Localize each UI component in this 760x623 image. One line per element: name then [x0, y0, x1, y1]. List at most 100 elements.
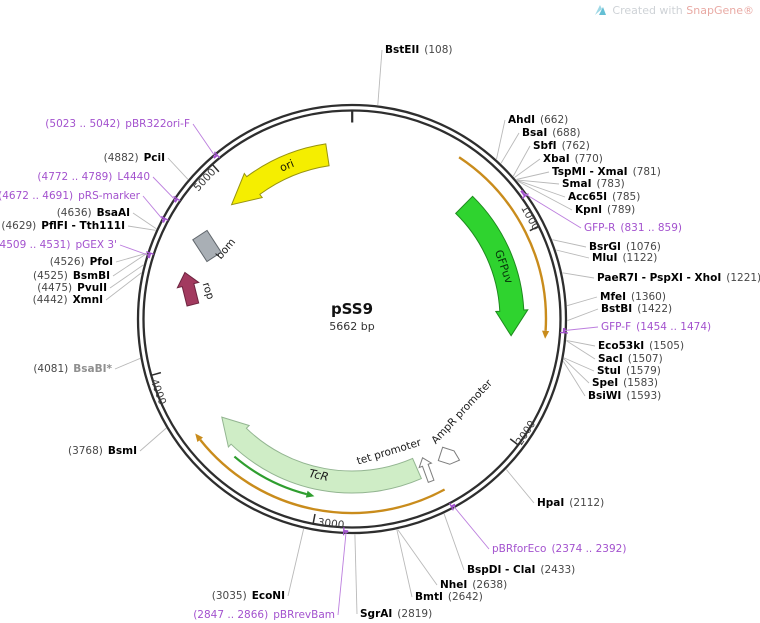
site-label-pfoi[interactable]: (4526) PfoI	[50, 256, 113, 268]
site-position: (1422)	[637, 303, 673, 315]
feature-label-ampr-promoter: AmpR promoter	[429, 377, 495, 447]
site-label-bspdi-clai[interactable]: BspDI - ClaI (2433)	[467, 564, 575, 576]
ruler-tick-label: 2000	[514, 419, 539, 448]
primer-mark-end-pgex-3	[145, 251, 155, 255]
site-label-bsaai[interactable]: (4636) BsaAI	[57, 207, 130, 219]
site-leader-pvuii	[109, 264, 144, 289]
site-position: (5023 .. 5042)	[45, 118, 121, 130]
site-label-xbai[interactable]: XbaI (770)	[543, 153, 603, 165]
site-label-pgex-3[interactable]: (4509 .. 4531) pGEX 3'	[0, 239, 117, 251]
site-label-bsiwi[interactable]: BsiWI (1593)	[588, 390, 661, 402]
site-label-pvuii[interactable]: (4475) PvuII	[37, 282, 107, 294]
site-name: PflFI - Tth111I	[41, 220, 125, 232]
site-label-saci[interactable]: SacI (1507)	[598, 353, 663, 365]
site-label-pcii[interactable]: (4882) PciI	[104, 152, 165, 164]
site-name: pBRforEco	[492, 543, 547, 555]
site-label-econi[interactable]: (3035) EcoNI	[212, 590, 285, 602]
feature-tet-promoter[interactable]	[416, 456, 437, 484]
transcript-arrowhead-right	[542, 330, 550, 339]
site-label-bstbi[interactable]: BstBI (1422)	[601, 303, 672, 315]
site-name: Acc65I	[568, 191, 608, 203]
site-position: (4509 .. 4531)	[0, 239, 71, 251]
site-name: BsaI	[522, 127, 548, 139]
site-position: (785)	[612, 191, 641, 203]
feature-rop[interactable]	[174, 270, 203, 307]
site-label-kpni[interactable]: KpnI (789)	[575, 204, 635, 216]
plasmid-size: 5662 bp	[329, 320, 375, 333]
site-label-pbr322ori-f[interactable]: (5023 .. 5042) pBR322ori-F	[45, 118, 190, 130]
site-name: XmnI	[72, 294, 103, 306]
site-label-mlui[interactable]: MluI (1122)	[592, 252, 657, 264]
site-name: StuI	[597, 365, 621, 377]
site-label-eco53ki[interactable]: Eco53kI (1505)	[598, 340, 684, 352]
primer-mark-end-pbr322ori-f	[214, 151, 221, 159]
feature-label-bom: bom	[214, 236, 238, 262]
feature-gfpuv[interactable]	[454, 195, 529, 337]
site-label-bsteii[interactable]: BstEII (108)	[385, 44, 453, 56]
site-label-mfei[interactable]: MfeI (1360)	[600, 291, 666, 303]
site-label-gfp-r[interactable]: GFP-R (831 .. 859)	[584, 222, 682, 234]
site-label-ahdi[interactable]: AhdI (662)	[508, 114, 568, 126]
site-leader-hpai	[505, 469, 535, 504]
feature-ori[interactable]	[230, 143, 330, 206]
site-label-spei[interactable]: SpeI (1583)	[592, 377, 658, 389]
site-label-pbrforeco[interactable]: pBRforEco (2374 .. 2392)	[492, 543, 626, 555]
site-label-bsai[interactable]: BsaI (688)	[522, 127, 580, 139]
site-name: BsaBI*	[73, 363, 112, 375]
site-label-xmni[interactable]: (4442) XmnI	[33, 294, 103, 306]
site-leader-xbai	[514, 158, 541, 178]
site-name: BsaAI	[96, 207, 130, 219]
primer-leader-gfp-f	[564, 326, 599, 331]
site-label-tspmi-xmai[interactable]: TspMI - XmaI (781)	[552, 166, 661, 178]
primer-mark-end-pbrforeco	[449, 502, 454, 511]
site-label-bsmi[interactable]: (3768) BsmI	[68, 445, 137, 457]
site-label-smai[interactable]: SmaI (783)	[562, 178, 625, 190]
site-label-hpai[interactable]: HpaI (2112)	[537, 497, 604, 509]
site-label-pflfi-tth111i[interactable]: (4629) PflFI - Tth111I	[1, 220, 125, 232]
site-label-paer7i-pspxi-xhoi[interactable]: PaeR7I - PspXI - XhoI (1221)	[597, 272, 760, 284]
site-leader-bsmi	[139, 427, 167, 452]
site-leader-bstbi	[567, 308, 599, 322]
feature-ampr-promoter[interactable]	[437, 446, 461, 466]
site-label-sbfi[interactable]: SbfI (762)	[533, 140, 590, 152]
site-label-bsrgi[interactable]: BsrGI (1076)	[589, 241, 661, 253]
watermark-registered: ®	[743, 4, 754, 17]
primer-mark-end-gfp-f	[560, 331, 569, 334]
site-label-bmti[interactable]: BmtI (2642)	[415, 591, 483, 603]
site-label-pbrrevbam[interactable]: (2847 .. 2866) pBRrevBam	[193, 609, 335, 621]
site-leader-xmni	[105, 272, 142, 301]
feature-tcr[interactable]	[221, 416, 423, 494]
snapgene-watermark[interactable]: Created with SnapGene®	[594, 4, 754, 17]
site-label-bsmbi[interactable]: (4525) BsmBI	[33, 270, 110, 282]
transcript-arc-bottom	[199, 439, 446, 515]
feature-bom[interactable]	[192, 229, 222, 263]
site-leader-ahdi	[496, 119, 506, 160]
primer-mark-pgex-3[interactable]	[147, 252, 152, 259]
site-label-sgrai[interactable]: SgrAI (2819)	[360, 608, 432, 620]
site-name: BstBI	[601, 303, 633, 315]
site-label-gfp-f[interactable]: GFP-F (1454 .. 1474)	[601, 321, 711, 333]
site-position: (662)	[540, 114, 569, 126]
site-label-bsabi[interactable]: (4081) BsaBI*	[33, 363, 112, 375]
site-position: (3768)	[67, 445, 103, 457]
site-label-stui[interactable]: StuI (1579)	[597, 365, 661, 377]
site-position: (831 .. 859)	[620, 222, 683, 234]
site-name: pRS-marker	[78, 190, 140, 202]
site-label-l4440[interactable]: (4772 .. 4789) L4440	[37, 171, 150, 183]
site-label-acc65i[interactable]: Acc65I (785)	[568, 191, 640, 203]
primer-leader-l4440	[152, 176, 176, 201]
site-position: (688)	[552, 127, 581, 139]
site-position: (4442)	[32, 294, 68, 306]
site-position: (4526)	[49, 256, 85, 268]
site-name: SmaI	[562, 178, 592, 190]
watermark-brand: SnapGene	[686, 4, 743, 17]
watermark-created-with: Created with	[612, 4, 683, 17]
site-label-nhei[interactable]: NheI (2638)	[440, 579, 507, 591]
site-leader-pfoi	[115, 252, 147, 263]
site-name: BstEII	[385, 44, 420, 56]
site-label-prs-marker[interactable]: (4672 .. 4691) pRS-marker	[0, 190, 140, 202]
site-position: (4475)	[37, 282, 73, 294]
